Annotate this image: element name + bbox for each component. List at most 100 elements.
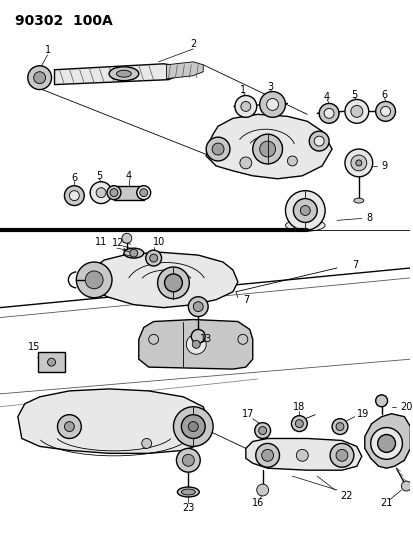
Text: 21: 21 — [380, 498, 392, 508]
Text: 5: 5 — [96, 171, 102, 181]
Circle shape — [350, 106, 362, 117]
Text: 1: 1 — [239, 85, 245, 94]
Text: 1: 1 — [45, 45, 50, 55]
Text: 20: 20 — [399, 402, 412, 412]
Text: 18: 18 — [292, 402, 305, 412]
Circle shape — [370, 427, 401, 459]
Ellipse shape — [353, 198, 363, 203]
Circle shape — [350, 155, 366, 171]
Ellipse shape — [136, 185, 150, 199]
Circle shape — [110, 189, 118, 197]
Text: 15: 15 — [28, 342, 40, 352]
Circle shape — [64, 185, 84, 206]
Circle shape — [186, 334, 206, 354]
Circle shape — [181, 415, 205, 439]
Text: 9: 9 — [381, 161, 387, 171]
Ellipse shape — [181, 489, 195, 495]
Circle shape — [255, 443, 279, 467]
Ellipse shape — [107, 185, 121, 199]
Ellipse shape — [318, 108, 338, 118]
Polygon shape — [245, 439, 361, 470]
Circle shape — [140, 189, 147, 197]
Circle shape — [85, 271, 103, 289]
Circle shape — [335, 423, 343, 431]
Circle shape — [299, 206, 309, 215]
Circle shape — [211, 143, 223, 155]
Circle shape — [150, 254, 157, 262]
Circle shape — [182, 454, 194, 466]
Circle shape — [375, 395, 387, 407]
Circle shape — [329, 443, 353, 467]
Text: 3: 3 — [267, 82, 273, 92]
Circle shape — [344, 100, 368, 123]
Circle shape — [157, 267, 189, 298]
Circle shape — [331, 418, 347, 434]
Circle shape — [240, 101, 250, 111]
Circle shape — [121, 233, 131, 243]
Circle shape — [287, 156, 297, 166]
Circle shape — [192, 341, 200, 348]
Polygon shape — [166, 62, 203, 79]
Circle shape — [266, 99, 278, 110]
Text: 4: 4 — [323, 92, 329, 101]
Circle shape — [164, 274, 182, 292]
Circle shape — [252, 134, 282, 164]
Text: 6: 6 — [71, 173, 77, 183]
Circle shape — [206, 137, 229, 161]
Text: 2: 2 — [190, 39, 196, 49]
Polygon shape — [84, 252, 237, 308]
Circle shape — [188, 297, 208, 317]
Circle shape — [335, 449, 347, 461]
Circle shape — [291, 416, 306, 432]
Text: 7: 7 — [242, 295, 249, 305]
Text: 16: 16 — [251, 498, 263, 508]
Circle shape — [191, 329, 205, 343]
Ellipse shape — [90, 187, 112, 198]
Text: 90302  100A: 90302 100A — [15, 14, 112, 28]
Circle shape — [145, 250, 161, 266]
Text: 12: 12 — [111, 238, 123, 248]
Polygon shape — [18, 389, 208, 454]
Text: 23: 23 — [182, 503, 194, 513]
Text: 17: 17 — [241, 409, 254, 419]
Text: 5: 5 — [350, 90, 356, 100]
Circle shape — [401, 481, 411, 491]
Circle shape — [309, 131, 328, 151]
Circle shape — [259, 141, 275, 157]
Circle shape — [188, 422, 198, 432]
Ellipse shape — [123, 248, 143, 258]
Circle shape — [296, 449, 308, 461]
Circle shape — [261, 449, 273, 461]
Circle shape — [318, 103, 338, 123]
Text: 8: 8 — [366, 213, 372, 223]
Circle shape — [254, 423, 270, 439]
Text: 22: 22 — [340, 491, 352, 501]
Circle shape — [234, 95, 256, 117]
Ellipse shape — [285, 220, 324, 231]
Circle shape — [47, 358, 55, 366]
Polygon shape — [364, 414, 409, 468]
Circle shape — [313, 136, 323, 146]
FancyBboxPatch shape — [38, 352, 65, 372]
Circle shape — [293, 199, 316, 222]
Circle shape — [96, 188, 106, 198]
Circle shape — [344, 149, 372, 177]
Text: 6: 6 — [381, 90, 387, 100]
Circle shape — [237, 334, 247, 344]
Ellipse shape — [177, 487, 199, 497]
Circle shape — [173, 407, 213, 447]
Polygon shape — [114, 185, 143, 199]
Polygon shape — [206, 115, 331, 179]
Circle shape — [259, 92, 285, 117]
Circle shape — [76, 262, 112, 298]
Circle shape — [323, 108, 333, 118]
Text: 13: 13 — [199, 334, 212, 344]
Circle shape — [256, 484, 268, 496]
Text: 10: 10 — [152, 237, 164, 247]
Ellipse shape — [109, 67, 138, 80]
Circle shape — [130, 249, 138, 257]
Circle shape — [28, 66, 51, 90]
Circle shape — [377, 434, 394, 453]
Text: 11: 11 — [95, 237, 107, 247]
Circle shape — [141, 439, 151, 448]
